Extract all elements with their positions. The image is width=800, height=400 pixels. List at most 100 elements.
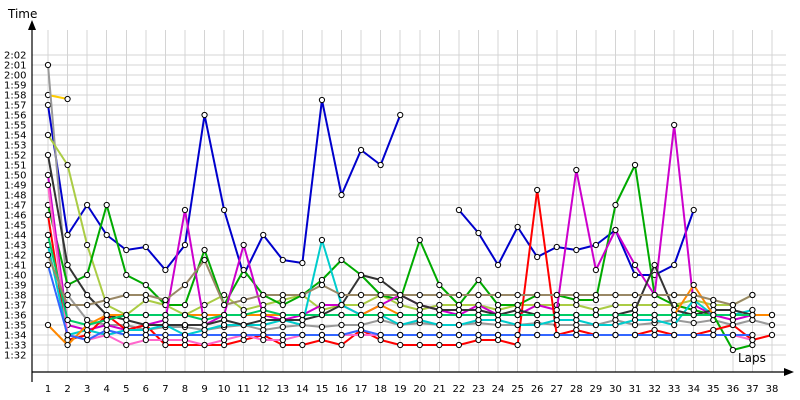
data-point [162,321,169,329]
data-point [475,336,482,344]
data-point [651,301,658,309]
data-point [181,301,189,309]
x-tick-label: 3 [84,384,90,395]
data-point [749,336,756,344]
data-point [494,311,502,319]
data-point [631,316,639,324]
x-tick-label: 16 [335,384,348,395]
data-point [690,291,697,299]
y-tick-label: 2:00 [4,71,26,82]
data-point [221,341,228,349]
data-point [671,261,678,269]
data-point [64,281,71,289]
data-point [357,321,365,329]
y-tick-label: 1:59 [4,81,26,92]
data-point [357,146,365,154]
data-point [338,311,345,319]
data-point [710,296,717,304]
data-point [162,331,169,339]
data-point [671,321,678,329]
data-point [436,311,443,319]
data-point [299,316,306,324]
data-point [690,311,697,319]
data-point [318,301,326,309]
y-tick-label: 1:57 [4,101,26,112]
data-point [729,346,736,354]
data-point [494,261,502,269]
data-point [436,301,443,309]
y-tick-label: 1:39 [4,281,26,292]
data-point [397,296,404,304]
data-point [514,223,521,231]
data-point [592,291,599,299]
data-point [573,316,580,324]
data-point [416,236,423,244]
data-point [240,311,247,319]
x-tick-label: 32 [648,384,661,395]
data-point [318,236,326,244]
data-point [475,306,482,314]
data-point [455,321,463,329]
y-tick-label: 1:33 [4,341,26,352]
data-point [84,336,91,344]
data-point [357,326,365,334]
data-point [142,281,149,289]
x-tick-label: 38 [766,384,779,395]
data-point [553,306,560,314]
data-point [162,316,169,324]
data-point [64,301,71,309]
data-point [436,321,443,329]
y-tick-label: 1:42 [4,251,26,262]
data-point [299,259,306,267]
x-tick-label: 15 [316,384,329,395]
data-point [768,331,776,339]
data-point [494,291,502,299]
data-point [318,306,326,314]
data-point [494,336,502,344]
data-point [221,321,228,329]
data-point [612,201,619,209]
data-point [123,316,130,324]
data-point [84,331,91,339]
data-point [318,331,326,339]
data-point [318,276,326,284]
data-point [44,261,52,269]
data-point [221,336,228,344]
data-point [142,321,149,329]
data-point [123,311,130,319]
y-tick-label: 1:35 [4,321,26,332]
data-point [44,251,52,259]
data-point [494,331,502,339]
data-point [44,181,52,189]
data-point [84,301,91,309]
data-point [162,311,169,319]
y-tick-label: 1:37 [4,301,26,312]
data-point [651,291,658,299]
y-tick-label: 1:48 [4,191,26,202]
x-tick-label: 30 [609,384,622,395]
data-point [553,311,560,319]
data-point [240,296,247,304]
data-point [397,111,404,119]
data-point [84,271,91,279]
data-point [279,331,286,339]
y-tick-label: 1:34 [4,331,26,342]
data-point [221,311,228,319]
data-point [299,331,306,339]
data-point [318,281,326,289]
x-tick-label: 33 [668,384,681,395]
data-point [44,131,52,139]
data-point [514,311,521,319]
y-tick-label: 1:36 [4,311,26,322]
data-point [768,311,776,319]
data-point [142,296,149,304]
data-point [534,321,541,329]
data-point [357,331,365,339]
data-point [84,291,91,299]
data-point [103,331,110,339]
data-point [455,331,463,339]
data-point [436,291,443,299]
data-point [201,321,208,329]
data-point [260,306,267,314]
data-point [84,316,91,324]
